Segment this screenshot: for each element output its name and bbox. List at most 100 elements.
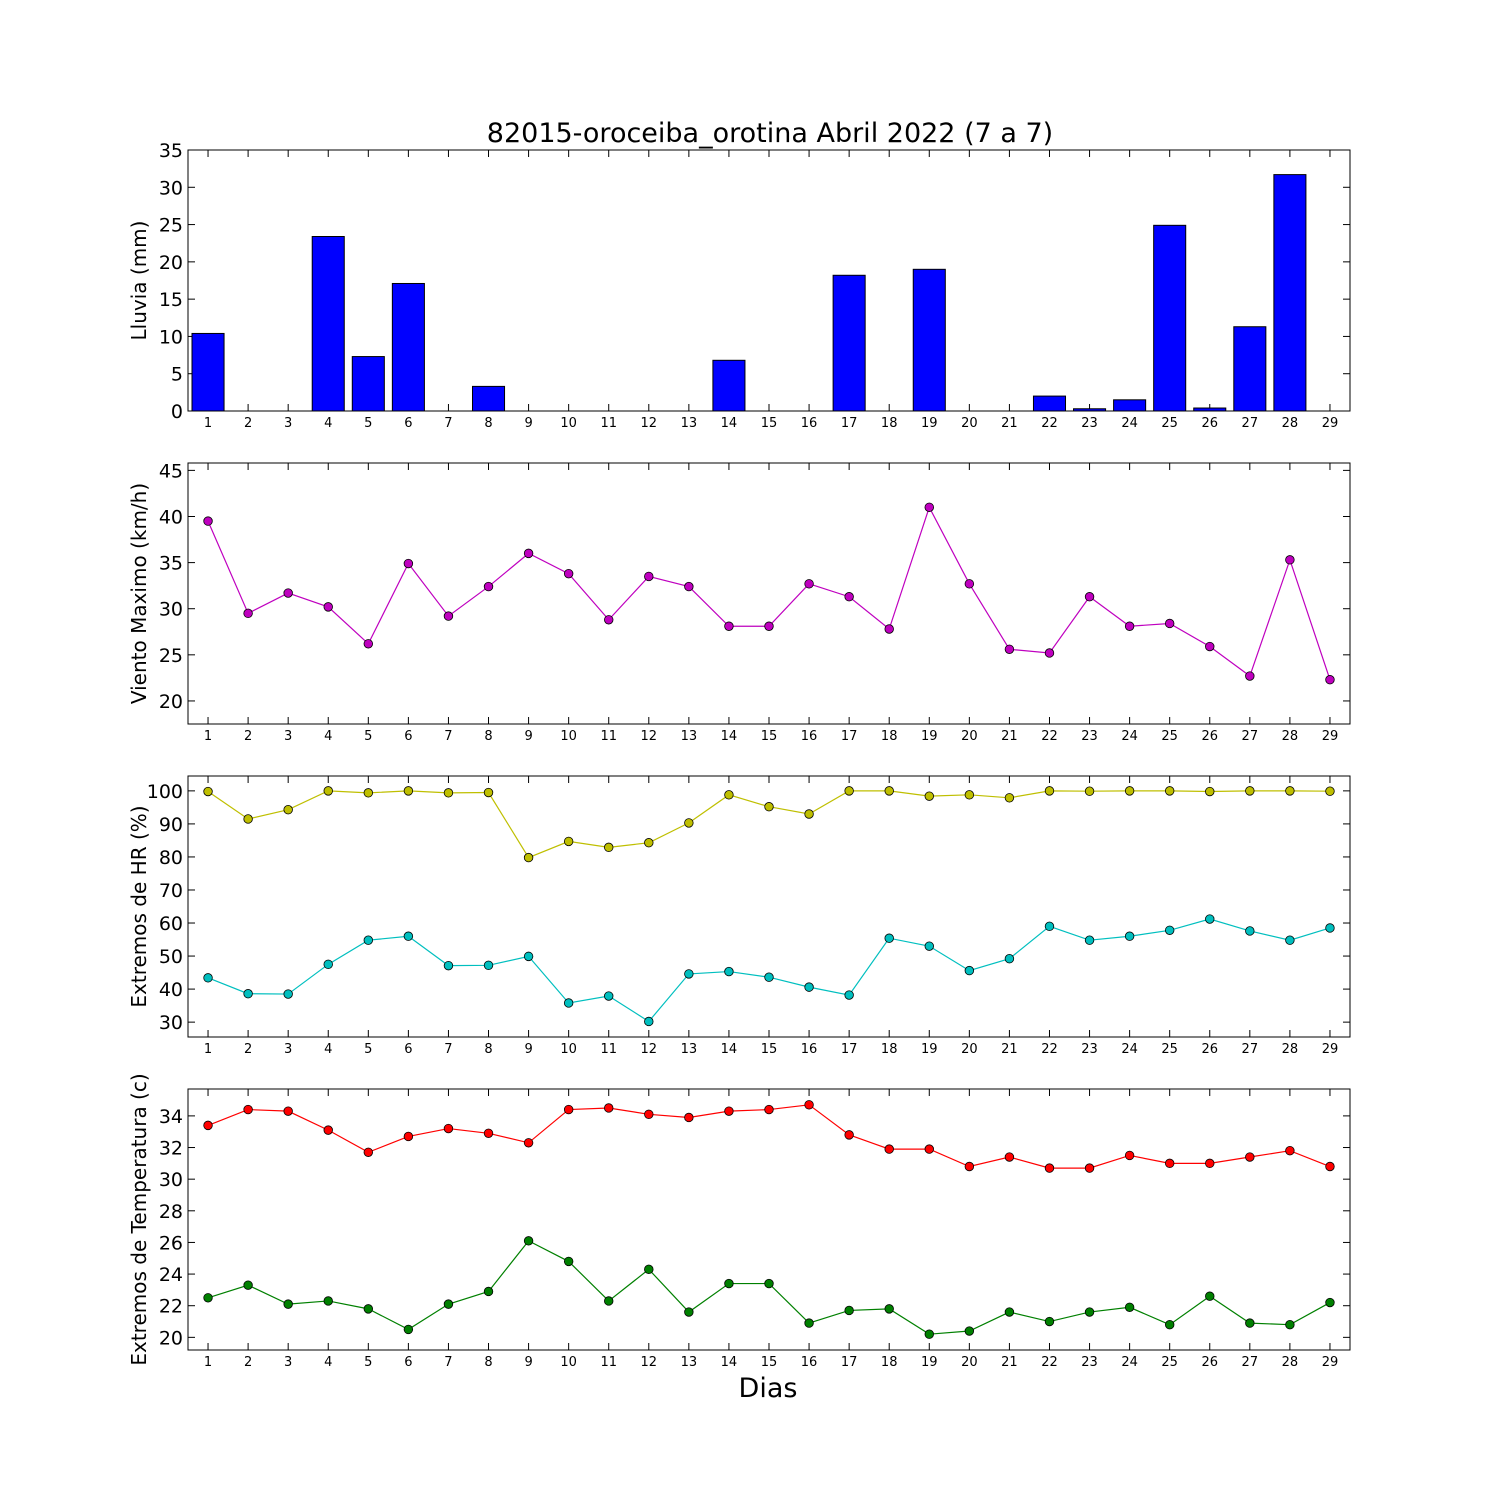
x-tick-label: 16	[801, 416, 818, 431]
data-point	[884, 786, 894, 796]
data-point	[644, 838, 654, 848]
y-tick-label: 15	[159, 289, 183, 311]
data-point	[243, 1280, 253, 1290]
rain-bar	[832, 274, 866, 412]
data-point	[1044, 921, 1055, 932]
x-tick-label: 20	[961, 416, 978, 431]
x-tick-label: 25	[1161, 729, 1178, 744]
rain-bar	[912, 268, 946, 412]
data-point	[604, 615, 614, 625]
x-tick-label: 22	[1041, 1042, 1058, 1057]
y-tick-label: 35	[159, 140, 183, 162]
y-tick-label: 32	[159, 1138, 183, 1160]
x-tick-label: 24	[1121, 729, 1138, 744]
x-tick-label: 9	[524, 729, 532, 744]
x-tick-label: 23	[1081, 1355, 1098, 1370]
x-tick-label: 29	[1322, 729, 1339, 744]
data-point	[1124, 1302, 1135, 1312]
data-point	[243, 608, 253, 619]
data-point	[243, 1104, 253, 1115]
x-tick-label: 11	[600, 1355, 617, 1370]
x-tick-label: 26	[1201, 416, 1218, 431]
y-axis-label: Extremos de HR (%)	[127, 805, 151, 1007]
x-tick-label: 9	[524, 416, 532, 431]
data-point	[523, 1138, 534, 1148]
data-point	[1205, 914, 1215, 924]
x-tick-label: 18	[881, 1355, 898, 1370]
data-point	[1084, 1163, 1095, 1173]
data-point	[684, 1307, 694, 1317]
data-point	[1205, 1291, 1215, 1301]
x-tick-label: 24	[1121, 1355, 1138, 1370]
data-point	[323, 959, 333, 970]
y-tick-label: 40	[159, 506, 183, 528]
data-point	[1124, 1150, 1135, 1161]
data-point	[644, 571, 654, 582]
x-tick-label: 8	[484, 1042, 492, 1057]
x-tick-label: 17	[841, 729, 858, 744]
data-point	[523, 548, 534, 559]
data-point	[323, 1125, 333, 1135]
data-point	[483, 1286, 494, 1297]
data-point	[283, 989, 293, 999]
data-point	[443, 788, 454, 798]
data-point	[1044, 1316, 1055, 1327]
x-tick-label: 4	[324, 1042, 332, 1057]
y-axis-label: Extremos de Temperatura (c)	[127, 1073, 151, 1365]
x-tick-label: 24	[1121, 1042, 1138, 1057]
data-point	[363, 788, 374, 798]
data-point	[483, 787, 494, 798]
x-tick-label: 21	[1001, 1355, 1018, 1370]
x-tick-label: 25	[1161, 416, 1178, 431]
x-tick-label: 13	[681, 729, 698, 744]
data-point	[483, 960, 494, 971]
y-tick-label: 24	[159, 1264, 183, 1286]
y-tick-label: 20	[159, 1327, 183, 1349]
data-point	[203, 516, 213, 526]
x-tick-label: 5	[364, 1042, 372, 1057]
data-point	[884, 933, 894, 943]
x-tick-label: 3	[284, 729, 292, 744]
data-point	[1325, 1161, 1335, 1172]
x-tick-label: 3	[284, 1355, 292, 1370]
x-tick-label: 1	[204, 416, 212, 431]
data-point	[644, 1016, 654, 1027]
x-tick-label: 12	[641, 1355, 658, 1370]
data-point	[924, 791, 934, 801]
rain-bar	[351, 356, 385, 412]
data-point	[844, 1130, 854, 1140]
x-tick-label: 16	[801, 1042, 818, 1057]
data-point	[924, 1144, 934, 1154]
data-point	[1285, 1145, 1295, 1156]
y-tick-label: 28	[159, 1201, 183, 1223]
x-tick-label: 21	[1001, 729, 1018, 744]
data-point	[724, 1106, 734, 1116]
x-tick-label: 13	[681, 416, 698, 431]
data-point	[724, 966, 734, 977]
data-point	[764, 802, 774, 812]
data-point	[1164, 925, 1175, 935]
x-tick-label: 14	[721, 416, 738, 431]
chart-title: 82015-oroceiba_orotina Abril 2022 (7 a 7…	[487, 118, 1053, 149]
x-tick-label: 7	[444, 1042, 452, 1057]
y-tick-label: 5	[171, 364, 183, 386]
x-tick-label: 17	[841, 416, 858, 431]
x-tick-label: 19	[921, 729, 938, 744]
data-point	[924, 502, 934, 512]
x-tick-label: 9	[524, 1355, 532, 1370]
data-point	[804, 1318, 814, 1328]
y-tick-label: 25	[159, 645, 183, 667]
y-tick-label: 26	[159, 1232, 183, 1254]
data-point	[724, 621, 734, 631]
data-point	[1245, 671, 1255, 681]
x-tick-label: 19	[921, 1042, 938, 1057]
data-point	[323, 1296, 333, 1306]
data-point	[884, 1304, 894, 1314]
data-point	[243, 814, 253, 824]
data-point	[1044, 786, 1055, 796]
data-point	[684, 581, 694, 592]
data-point	[1164, 786, 1175, 796]
x-tick-label: 25	[1161, 1042, 1178, 1057]
x-tick-label: 8	[484, 416, 492, 431]
